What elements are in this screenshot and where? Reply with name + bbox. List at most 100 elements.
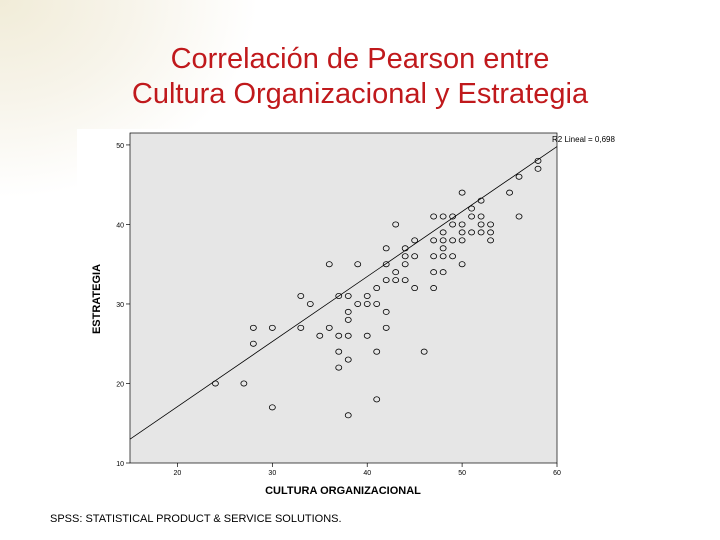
scatter-point — [240, 380, 248, 387]
scatter-point — [477, 213, 485, 220]
x-tick-label: 40 — [363, 470, 371, 477]
scatter-point — [458, 189, 466, 196]
scatter-point — [335, 332, 343, 339]
scatter-point — [468, 229, 476, 236]
x-tick-label: 50 — [458, 470, 466, 477]
scatter-point — [335, 348, 343, 355]
scatter-point — [439, 245, 447, 252]
scatter-point — [515, 173, 523, 180]
scatter-point — [382, 245, 390, 252]
slide-title-line-1: Correlación de Pearson entre — [170, 43, 550, 75]
scatter-point — [477, 221, 485, 228]
scatter-point — [430, 253, 438, 260]
scatter-point — [344, 332, 352, 339]
source-footnote: SPSS: STATISTICAL PRODUCT & SERVICE SOLU… — [50, 513, 342, 525]
scatter-point — [458, 221, 466, 228]
scatter-point — [468, 213, 476, 220]
scatter-point — [344, 412, 352, 419]
fit-line-label: R2 Lineal = 0,698 — [552, 135, 615, 144]
scatter-point — [297, 293, 305, 300]
scatter-point — [506, 189, 513, 196]
regression-fit-line — [129, 146, 558, 440]
x-axis-label: CULTURA ORGANIZACIONAL — [265, 485, 421, 497]
scatter-point — [268, 404, 276, 411]
scatter-point — [430, 269, 438, 276]
scatter-point — [268, 324, 276, 331]
scatter-point — [344, 293, 352, 300]
y-tick-label: 30 — [116, 302, 124, 309]
scatter-point — [534, 157, 542, 164]
scatter-point — [325, 324, 333, 331]
scatter-point — [411, 253, 419, 260]
scatter-point — [449, 237, 457, 244]
scatter-point — [411, 237, 419, 244]
scatter-point — [392, 221, 400, 228]
scatter-point — [363, 300, 371, 307]
scatter-point — [401, 253, 409, 260]
scatter-point — [373, 396, 381, 403]
y-tick-label: 50 — [116, 143, 124, 150]
scatter-point — [363, 332, 371, 339]
scatter-point — [534, 165, 542, 172]
scatter-point — [401, 261, 409, 268]
y-tick-label: 40 — [116, 222, 124, 229]
plot-area — [129, 132, 558, 464]
scatter-point — [439, 229, 447, 236]
scatter-point — [335, 293, 343, 300]
scatter-point — [449, 213, 457, 220]
scatter-point — [458, 237, 466, 244]
scatter-point — [439, 253, 447, 260]
scatter-point — [382, 308, 390, 315]
scatter-point — [344, 308, 352, 315]
scatter-point — [487, 229, 494, 236]
x-tick-label: 60 — [553, 470, 561, 477]
scatter-point — [392, 269, 400, 276]
scatter-point — [249, 340, 257, 347]
scatter-point — [439, 213, 447, 220]
scatter-chart-figure: 10 20 30 40 50 20 30 40 50 60 R2 Lineal = 0,698 … — [77, 129, 633, 508]
y-axis-label: ESTRATEGIA — [91, 264, 103, 334]
scatter-point — [420, 348, 428, 355]
scatter-point — [306, 300, 314, 307]
scatter-point — [449, 253, 457, 260]
scatter-point — [297, 324, 305, 331]
y-tick-label: 20 — [116, 381, 124, 388]
scatter-point — [354, 300, 362, 307]
scatter-point — [468, 205, 476, 212]
scatter-point — [401, 277, 409, 284]
scatter-point — [515, 213, 523, 220]
scatter-point — [411, 285, 419, 292]
scatter-point — [373, 348, 381, 355]
scatter-point — [344, 316, 352, 323]
scatter-point — [373, 285, 381, 292]
scatter-point — [382, 261, 390, 268]
scatter-point — [401, 245, 409, 252]
scatter-point — [382, 324, 390, 331]
scatter-point — [363, 293, 371, 300]
scatter-point — [430, 213, 438, 220]
scatter-point — [325, 261, 333, 268]
scatter-point — [430, 285, 438, 292]
scatter-point — [458, 229, 466, 236]
slide-title: Correlación de Pearson entre Cultura Org… — [0, 42, 720, 112]
scatter-point — [477, 197, 485, 204]
scatter-point — [211, 380, 219, 387]
x-tick-label: 20 — [174, 470, 182, 477]
scatter-point — [439, 237, 447, 244]
scatter-point — [249, 324, 257, 331]
scatter-point — [439, 269, 447, 276]
scatter-point — [382, 277, 390, 284]
scatter-point — [430, 237, 438, 244]
slide-title-line-2: Cultura Organizacional y Estrategia — [131, 78, 589, 110]
scatter-point — [477, 229, 485, 236]
scatter-point — [449, 221, 457, 228]
scatter-point — [458, 261, 466, 268]
scatter-point — [354, 261, 362, 268]
scatter-point — [316, 332, 324, 339]
scatter-point — [487, 237, 494, 244]
x-tick-label: 30 — [268, 470, 276, 477]
scatter-point — [335, 364, 343, 371]
y-tick-label: 10 — [116, 461, 124, 468]
scatter-point — [487, 221, 494, 228]
